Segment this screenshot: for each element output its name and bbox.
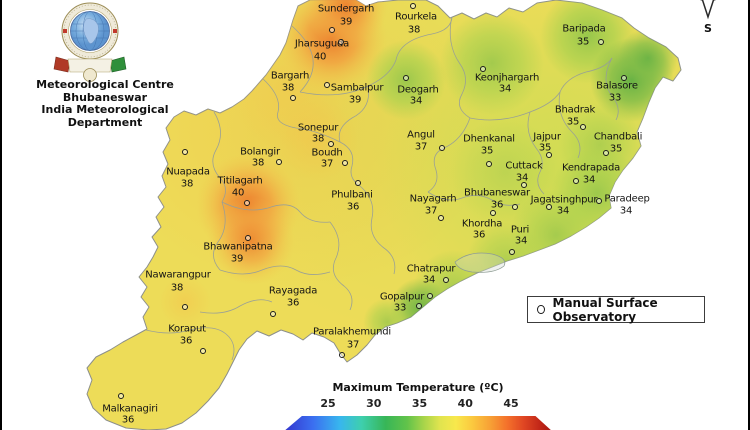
imd-logo	[53, 2, 127, 82]
compass-south-label: S	[704, 22, 712, 35]
compass: S	[680, 0, 736, 42]
frame-border-right	[748, 0, 750, 430]
colorbar-gradient	[283, 416, 553, 430]
district-boundaries	[145, 15, 619, 361]
temperature-shading	[100, 0, 681, 346]
org-line-2: India Meteorological Department	[41, 103, 169, 129]
colorbar-tick: 40	[457, 397, 473, 410]
colorbar-title: Maximum Temperature (ºC)	[332, 381, 504, 394]
observatory-circle-icon	[537, 305, 545, 314]
org-line-1: Meteorological Centre Bhubaneswar	[36, 78, 174, 104]
colorbar-tick: 35	[411, 397, 428, 410]
chilika-lake-outline	[454, 252, 506, 273]
org-title-block: Meteorological Centre Bhubaneswar India …	[5, 78, 205, 130]
colorbar-ticks: 25 30 35 40 45	[0, 397, 750, 410]
colorbar-tick: 25	[320, 397, 336, 410]
observatory-legend: Manual Surface Observatory	[527, 295, 705, 324]
observatory-legend-label: Manual Surface Observatory	[552, 295, 658, 324]
north-star-icon	[699, 0, 717, 20]
colorbar-tick: 30	[366, 397, 382, 410]
colorbar-tick: 45	[503, 397, 519, 410]
frame-border-left	[0, 0, 2, 430]
